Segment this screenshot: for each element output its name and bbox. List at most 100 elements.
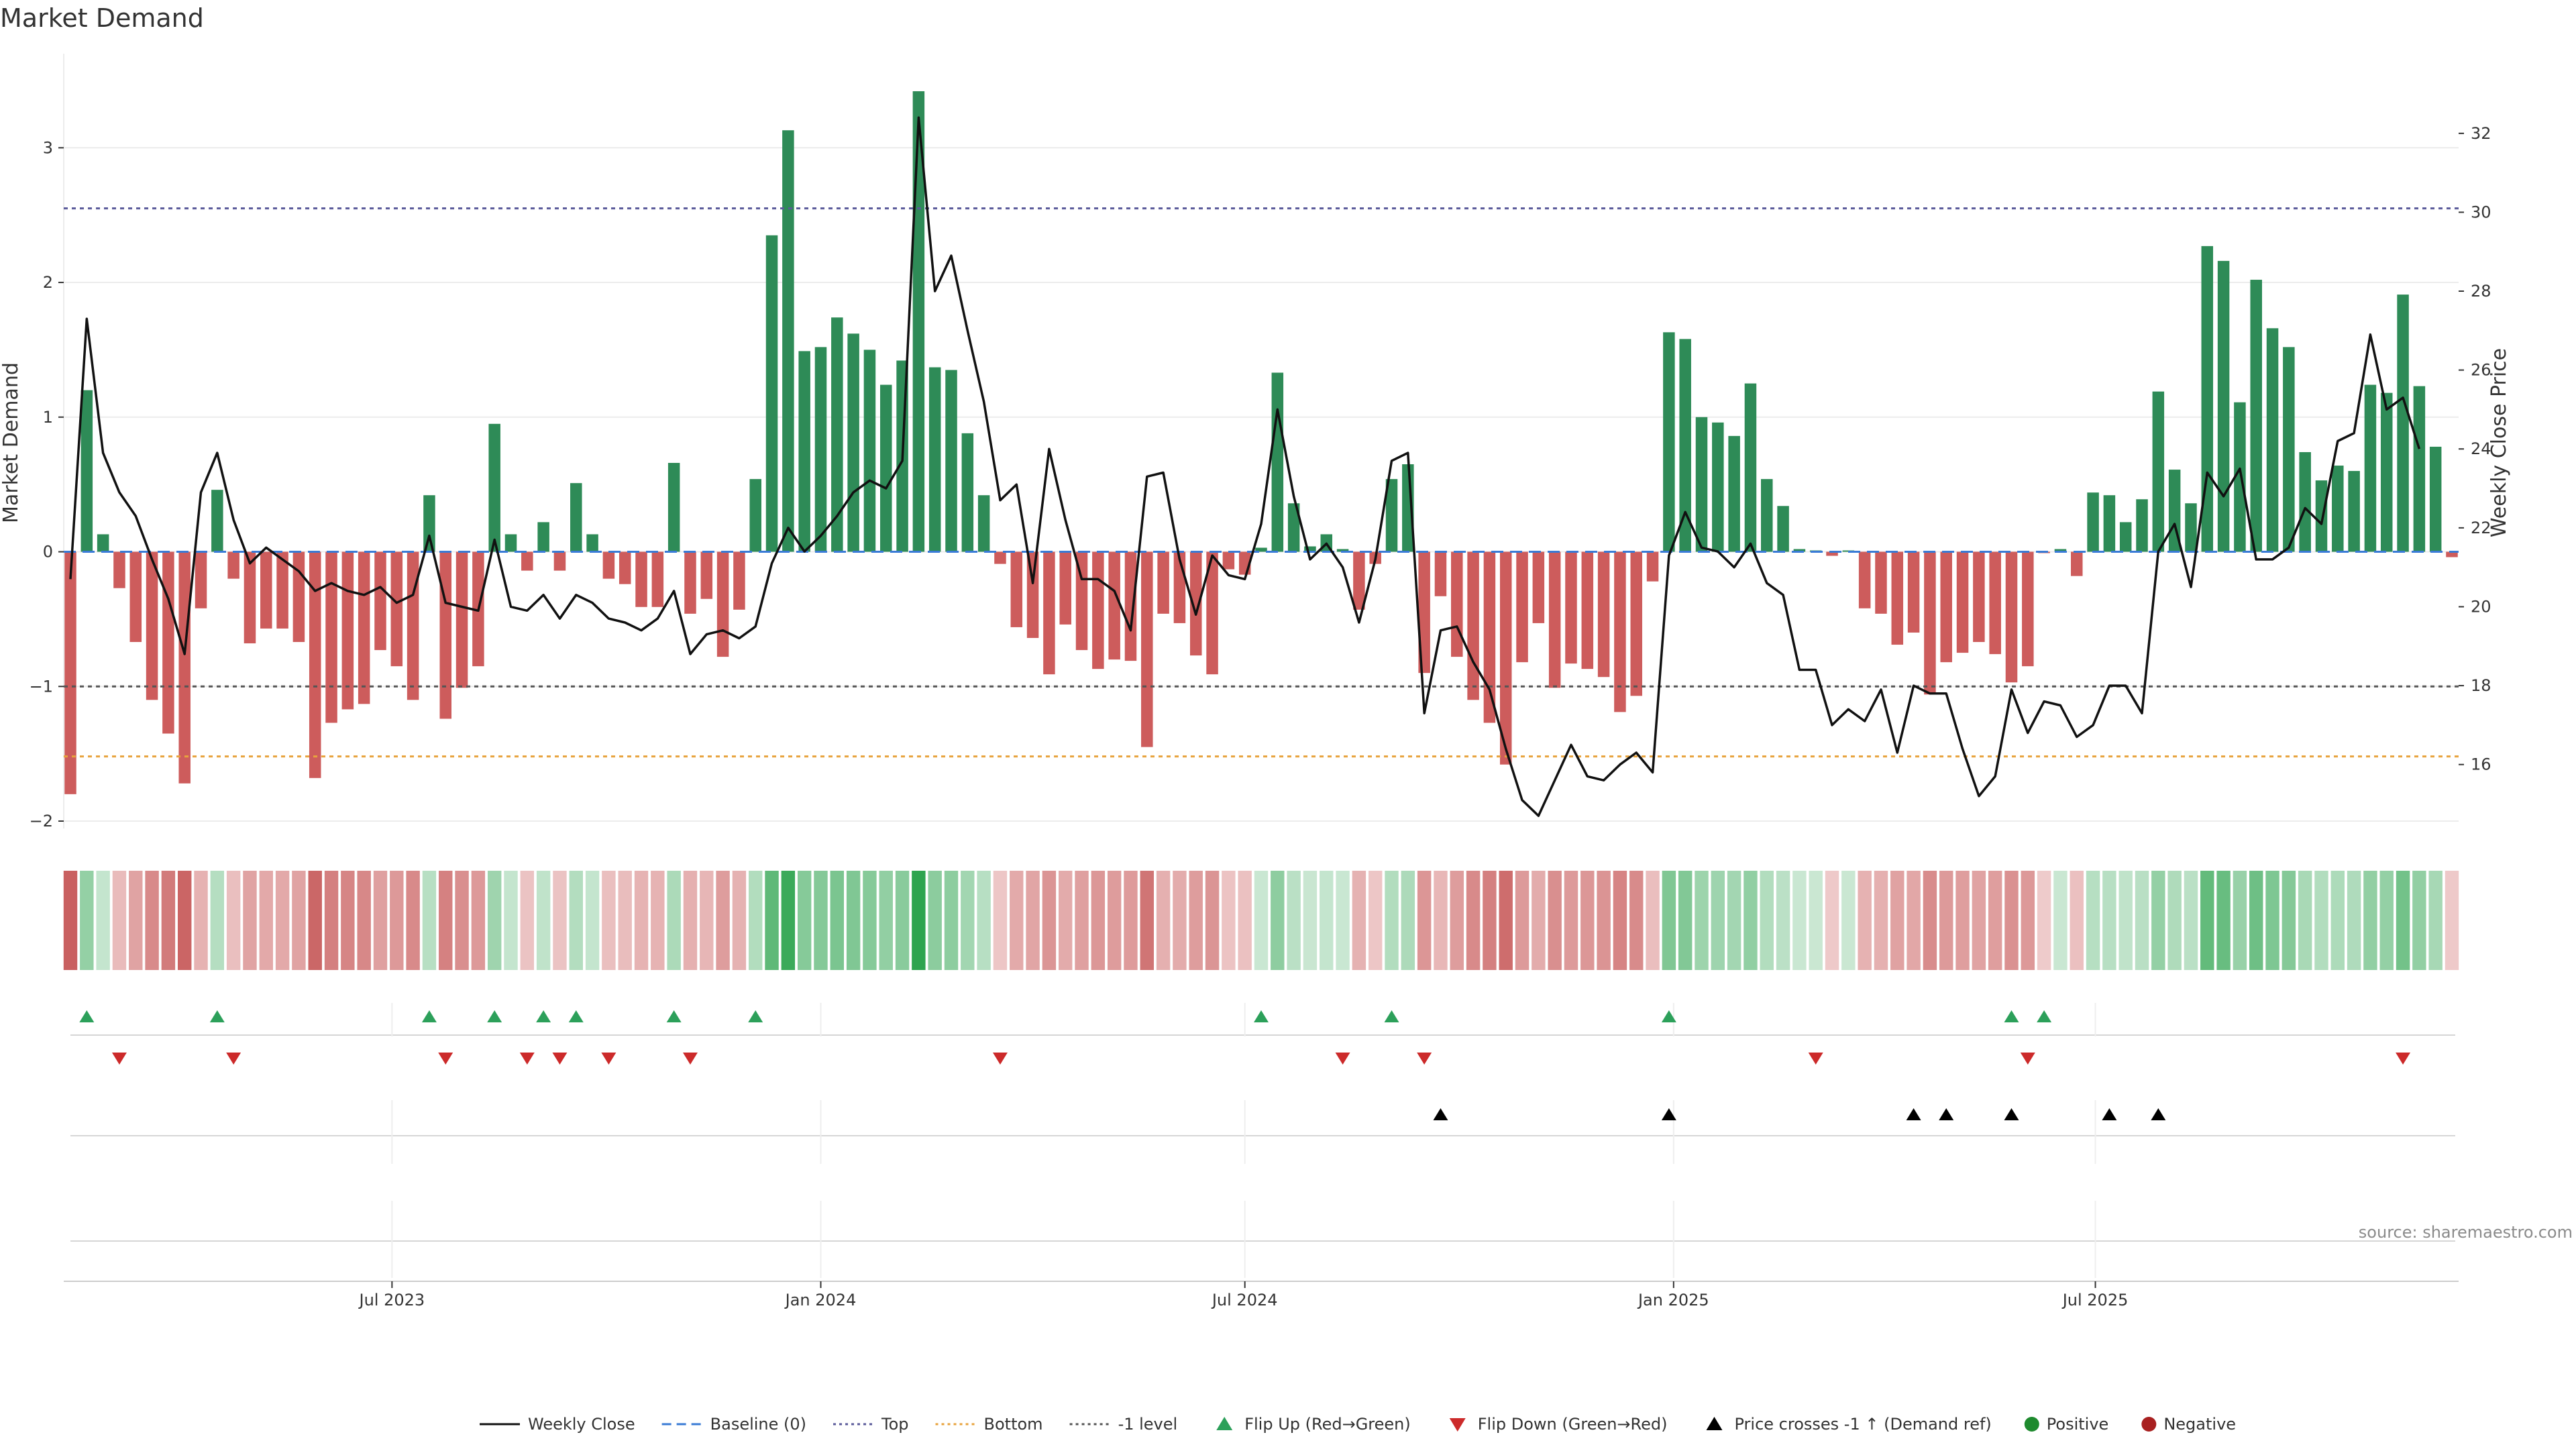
heat-cell xyxy=(1711,871,1725,970)
heat-cell xyxy=(1727,871,1741,970)
demand-bar xyxy=(2429,446,2442,552)
heat-cell xyxy=(536,871,551,970)
demand-bar xyxy=(1304,546,1316,552)
demand-bar xyxy=(2185,503,2197,552)
demand-bar xyxy=(1875,551,1887,614)
legend-label: Baseline (0) xyxy=(710,1415,806,1434)
heat-cell xyxy=(1841,871,1856,970)
heat-cell xyxy=(1646,871,1660,970)
heat-cell xyxy=(1156,871,1171,970)
heat-cell xyxy=(2314,871,2328,970)
demand-bar xyxy=(227,551,239,579)
demand-bar xyxy=(113,551,125,588)
demand-bar xyxy=(1793,549,1806,552)
heat-cell xyxy=(1662,871,1676,970)
heat-cell xyxy=(422,871,437,970)
demand-bar xyxy=(945,370,957,552)
heat-cell xyxy=(1809,871,1823,970)
legend-label: Negative xyxy=(2163,1415,2236,1434)
heat-cell xyxy=(1955,871,1970,970)
demand-bar xyxy=(1467,551,1479,700)
heat-cell xyxy=(1385,871,1399,970)
y2-tick-label: 24 xyxy=(2471,439,2491,458)
demand-bar xyxy=(1124,551,1137,661)
demand-bar xyxy=(667,463,680,552)
demand-bar xyxy=(1189,551,1202,656)
legend-swatch xyxy=(2024,1417,2039,1432)
heat-cell xyxy=(716,871,730,970)
heat-cell xyxy=(553,871,567,970)
flip-down-marker xyxy=(992,1053,1008,1065)
demand-bar xyxy=(146,551,158,700)
demand-bar xyxy=(1663,332,1675,552)
y-axis-left: −2 −1 0 1 2 3 xyxy=(30,138,64,830)
legend-item: Positive xyxy=(2024,1415,2109,1434)
heat-cell xyxy=(1466,871,1481,970)
heat-cell xyxy=(846,871,861,970)
heat-cell xyxy=(1205,871,1220,970)
heat-cell xyxy=(96,871,110,970)
demand-bar xyxy=(309,551,321,778)
heat-cell xyxy=(2249,871,2263,970)
heat-cell xyxy=(683,871,698,970)
demand-bar xyxy=(961,433,974,552)
flip-down-marker xyxy=(519,1053,535,1065)
demand-bar xyxy=(912,91,925,552)
heat-cell xyxy=(455,871,469,970)
demand-bar xyxy=(1385,479,1398,552)
demand-bar xyxy=(325,551,337,723)
heat-cell xyxy=(1271,871,1285,970)
demand-bar xyxy=(1271,372,1284,552)
demand-bar xyxy=(798,351,810,552)
legend-label: Positive xyxy=(2047,1415,2109,1434)
heat-cell xyxy=(1254,871,1269,970)
heat-cell xyxy=(1401,871,1415,970)
demand-bar xyxy=(880,384,892,552)
heat-cell xyxy=(1352,871,1366,970)
heat-cell xyxy=(1825,871,1839,970)
heat-cell xyxy=(651,871,665,970)
heat-cell xyxy=(80,871,94,970)
demand-bar xyxy=(1924,551,1936,695)
legend-label: -1 level xyxy=(1118,1415,1178,1434)
demand-bar xyxy=(1287,503,1300,552)
event-markers xyxy=(70,1003,2455,1278)
demand-bar xyxy=(521,551,533,571)
y2-tick-label: 32 xyxy=(2471,124,2491,143)
heat-cell xyxy=(226,871,241,970)
flip-down-marker xyxy=(1417,1053,1432,1065)
legend-swatch xyxy=(1706,1417,1723,1430)
demand-bar xyxy=(504,534,517,552)
demand-bar xyxy=(1777,506,1789,552)
heat-cell xyxy=(194,871,208,970)
flip-up-marker xyxy=(1384,1010,1399,1022)
demand-bar xyxy=(1695,417,1708,552)
demand-bar xyxy=(651,551,664,607)
flip-up-marker xyxy=(209,1010,225,1022)
demand-bar xyxy=(586,534,598,552)
demand-bar xyxy=(2348,471,2360,552)
price-cross-marker xyxy=(2102,1108,2117,1120)
heat-cell xyxy=(1483,871,1497,970)
legend-label: Price crosses -1 ↑ (Demand ref) xyxy=(1735,1415,1992,1434)
demand-bar xyxy=(2103,495,2116,552)
heat-cell xyxy=(390,871,404,970)
heat-cell xyxy=(210,871,225,970)
heat-cell xyxy=(912,871,926,970)
flip-down-marker xyxy=(226,1053,241,1065)
x-tick-label: Jan 2025 xyxy=(1637,1291,1709,1309)
legend-item: Baseline (0) xyxy=(661,1415,806,1434)
demand-bar xyxy=(1075,551,1088,651)
demand-bar xyxy=(211,490,223,552)
flip-down-marker xyxy=(111,1053,127,1065)
y-tick-label: 2 xyxy=(43,273,53,292)
heat-cell xyxy=(1580,871,1595,970)
demand-bar xyxy=(1499,551,1512,765)
heat-cell xyxy=(2037,871,2051,970)
demand-bar xyxy=(1858,551,1871,608)
heat-cell xyxy=(324,871,339,970)
heat-cell xyxy=(1695,871,1709,970)
weekly-close-polyline xyxy=(69,116,2421,817)
heat-cell xyxy=(1923,871,1937,970)
demand-bar xyxy=(553,551,566,571)
